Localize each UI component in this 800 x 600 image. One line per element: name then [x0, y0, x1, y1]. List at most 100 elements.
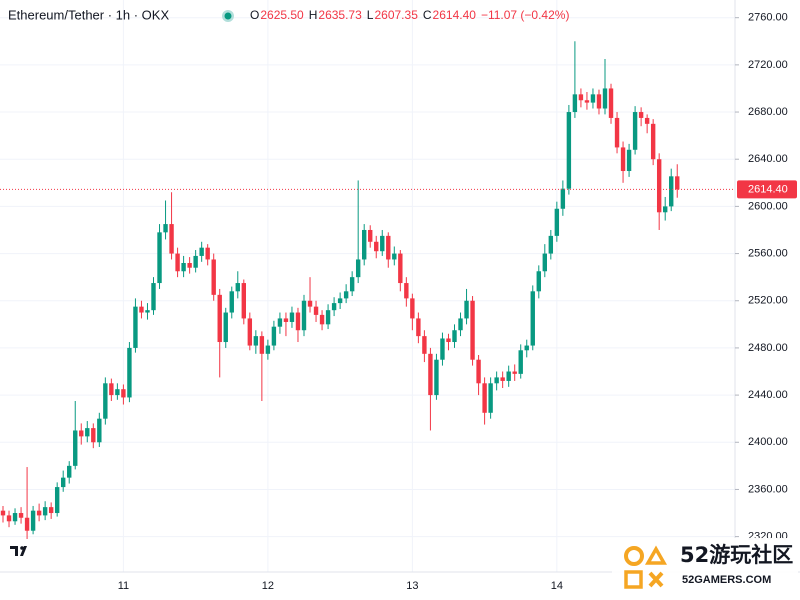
y-tick-label: 2440.00: [748, 389, 788, 401]
ohlc-label: C: [423, 8, 432, 22]
candle-body: [404, 283, 409, 299]
y-tick-label: 2520.00: [748, 295, 788, 307]
candle-body: [422, 336, 427, 354]
candle-body: [12, 513, 18, 522]
y-tick-label: 2560.00: [748, 247, 788, 259]
watermark: 52游玩社区 52GAMERS.COM: [612, 538, 798, 596]
candles: [0, 41, 680, 539]
candle-body: [368, 229, 373, 242]
candle-body: [181, 263, 186, 272]
candle-body: [97, 418, 102, 443]
candle-body: [48, 507, 54, 514]
ohlc-label: L: [367, 8, 374, 22]
candle-body: [488, 383, 493, 413]
ohlc-label: O: [250, 8, 259, 22]
x-tick-label: 12: [262, 580, 274, 592]
grid: [0, 0, 735, 572]
candle-body: [440, 338, 445, 360]
candle-body: [476, 359, 481, 384]
watermark-cross: [648, 571, 664, 588]
candle-body: [157, 232, 162, 284]
candle-body: [121, 389, 126, 398]
ohlc-value: 2635.73: [318, 8, 362, 22]
candle-body: [524, 345, 529, 351]
ohlc-value: 2607.35: [374, 8, 418, 22]
candle-body: [602, 88, 608, 109]
candle-body: [386, 235, 391, 260]
candle-body: [223, 312, 228, 343]
candle-body: [632, 112, 638, 150]
candle-body: [608, 88, 614, 118]
candle-body: [295, 312, 301, 331]
candle-body: [67, 465, 72, 478]
y-tick-label: 2640.00: [748, 153, 788, 165]
candle-body: [656, 159, 662, 213]
candle-body: [61, 477, 66, 488]
candle-body: [145, 310, 150, 313]
candle-body: [536, 271, 541, 292]
candle-body: [380, 235, 385, 252]
candle-body: [398, 253, 403, 284]
candle-body: [410, 298, 415, 319]
candle-body: [139, 306, 144, 313]
candle-body: [626, 149, 632, 172]
x-tick-label: 13: [406, 580, 418, 592]
candle-body: [42, 507, 48, 516]
status-dot: [224, 12, 232, 20]
watermark-site: 52GAMERS.COM: [682, 574, 771, 586]
ohlc-value: 2625.50: [260, 8, 304, 22]
watermark-circle: [624, 546, 644, 566]
candle-body: [343, 291, 349, 299]
candle-body: [211, 259, 216, 295]
candle-body: [349, 277, 355, 292]
candle-body: [428, 353, 433, 396]
tv-logo: [10, 546, 27, 556]
candle-body: [313, 306, 319, 315]
candle-body: [271, 326, 277, 346]
candle-body: [506, 371, 511, 381]
y-tick-label: 2480.00: [748, 342, 788, 354]
candle-body: [663, 206, 668, 213]
candle-body: [319, 314, 325, 325]
candle-body: [36, 510, 42, 516]
candle-body: [452, 330, 457, 343]
candle-body: [638, 112, 644, 118]
candle-body: [325, 310, 331, 325]
candle-body: [199, 247, 204, 256]
candle-body: [109, 383, 114, 396]
candle-body: [548, 235, 554, 254]
candle-body: [133, 306, 138, 348]
candle-body: [217, 294, 222, 343]
watermark-triangle: [644, 545, 668, 565]
candle-body: [6, 515, 12, 522]
candle-body: [416, 318, 421, 337]
candle-body: [18, 513, 24, 518]
y-tick-label: 2400.00: [748, 436, 788, 448]
candle-body: [277, 318, 283, 327]
candle-body: [446, 338, 451, 343]
candle-body: [566, 112, 572, 189]
candle-body: [175, 253, 180, 272]
candle-body: [283, 318, 289, 322]
candle-body: [235, 283, 240, 292]
candle-body: [434, 359, 439, 396]
candle-body: [265, 345, 271, 354]
candle-body: [103, 383, 108, 419]
candle-body: [392, 253, 397, 260]
y-tick-label: 2760.00: [748, 12, 788, 24]
candle-body: [530, 291, 535, 346]
candle-body: [644, 117, 650, 124]
change: −11.07 (−0.42%): [481, 8, 570, 22]
candle-body: [115, 389, 120, 396]
candle-body: [542, 253, 547, 272]
candle-body: [253, 336, 259, 346]
ohlc-label: H: [309, 8, 318, 22]
candle-body: [331, 303, 337, 311]
last-price-label: 2614.40: [748, 183, 788, 195]
candle-body: [73, 430, 78, 466]
chart-title: Ethereum/Tether · 1h · OKX: [8, 7, 169, 22]
tv-logo-mark: [10, 546, 27, 556]
candle-body: [337, 298, 343, 304]
candle-body: [500, 377, 505, 381]
candle-body: [494, 377, 499, 384]
